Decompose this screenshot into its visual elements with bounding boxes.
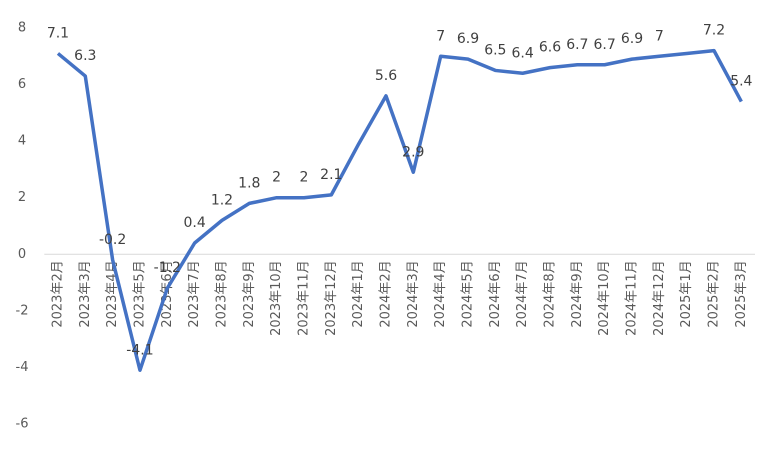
x-tick-label: 2025年2月	[706, 260, 721, 327]
data-label: 6.9	[457, 31, 479, 47]
x-tick-label: 2023年11月	[296, 260, 311, 336]
y-tick-label: -2	[16, 303, 29, 318]
data-label: 6.7	[566, 37, 588, 53]
x-tick-label: 2024年5月	[460, 260, 475, 327]
data-label: 7.2	[703, 23, 725, 39]
data-label: 5.4	[730, 74, 752, 90]
y-tick-label: 4	[18, 134, 26, 149]
x-tick-label: 2024年10月	[597, 260, 612, 336]
x-tick-label: 2023年2月	[50, 260, 65, 327]
data-label: -1.2	[154, 260, 181, 276]
x-tick-label: 2024年4月	[433, 260, 448, 327]
x-tick-label: 2025年1月	[679, 260, 694, 327]
data-label: 2.9	[402, 144, 424, 160]
data-label: 1.8	[238, 175, 260, 191]
x-tick-label: 2023年10月	[269, 260, 284, 336]
x-tick-label: 2023年4月	[105, 260, 120, 327]
data-label: 6.6	[539, 40, 561, 56]
y-tick-label: 8	[18, 21, 26, 36]
x-tick-label: 2024年6月	[488, 260, 503, 327]
y-tick-label: 0	[18, 247, 26, 262]
x-tick-label: 2023年5月	[132, 260, 147, 327]
data-label: 7	[436, 28, 445, 44]
x-tick-label: 2024年12月	[652, 260, 667, 336]
x-tick-label: 2023年6月	[160, 260, 175, 327]
y-tick-label: -6	[16, 417, 29, 432]
data-label: -4.1	[126, 342, 153, 358]
y-tick-label: 2	[18, 190, 26, 205]
data-label: 6.3	[74, 48, 96, 64]
data-label: 6.5	[484, 42, 506, 58]
line	[56, 48, 743, 373]
x-tick-label: 2024年9月	[570, 260, 585, 327]
y-tick-label: -4	[16, 360, 29, 375]
data-label: 2	[272, 170, 281, 186]
data-label: 5.6	[375, 68, 397, 84]
x-tick-label: 2024年2月	[378, 260, 393, 327]
x-tick-label: 2023年9月	[242, 260, 257, 327]
x-tick-label: 2024年8月	[542, 260, 557, 327]
data-label: 2.1	[320, 167, 342, 183]
x-tick-label: 2024年3月	[406, 260, 421, 327]
data-label: 2	[300, 170, 309, 186]
data-label: 6.4	[512, 45, 534, 61]
data-label: 1.2	[211, 192, 233, 208]
x-tick-label: 2024年7月	[515, 260, 530, 327]
x-tick-label: 2023年8月	[214, 260, 229, 327]
data-label: -0.2	[99, 232, 126, 248]
y-tick-label: 6	[18, 77, 26, 92]
data-label: 7	[655, 28, 664, 44]
x-tick-label: 2023年12月	[324, 260, 339, 336]
data-label: 0.4	[184, 215, 206, 231]
x-tick-label: 2023年7月	[187, 260, 202, 327]
data-label: 6.7	[594, 37, 616, 53]
x-tick-label: 2024年1月	[351, 260, 366, 327]
data-label: 6.9	[621, 31, 643, 47]
x-tick-label: 2025年3月	[734, 260, 749, 327]
x-tick-label: 2024年11月	[624, 260, 639, 336]
data-label: 7.1	[47, 25, 69, 41]
x-tick-label: 2023年3月	[78, 260, 93, 327]
